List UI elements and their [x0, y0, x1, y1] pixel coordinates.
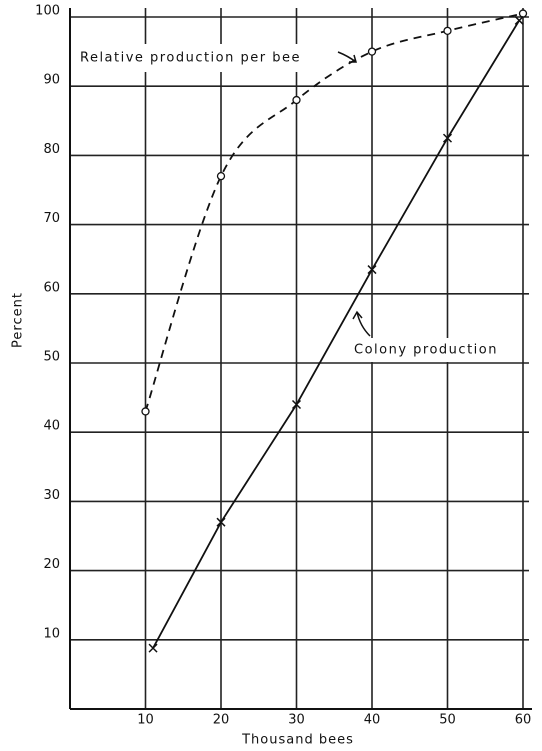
y-tick-label: 20 — [43, 557, 60, 572]
point — [141, 407, 150, 416]
y-tick-label: 10 — [43, 626, 60, 641]
x-tick-label: 50 — [439, 713, 456, 728]
y-tick-label: 90 — [43, 73, 60, 88]
y-tick-label: 30 — [43, 488, 60, 503]
point — [216, 517, 226, 527]
x-tick-label: 60 — [515, 713, 532, 728]
point — [442, 133, 453, 143]
y-tick-label: 100 — [35, 4, 60, 19]
y-tick-label: 60 — [43, 280, 60, 295]
y-tick-label: 40 — [43, 419, 60, 434]
point — [291, 399, 302, 410]
annotation: Relative production per bee — [80, 51, 301, 66]
point — [514, 15, 524, 25]
y-tick-label: 50 — [43, 350, 60, 365]
y-tick-label: 70 — [43, 211, 60, 226]
point — [443, 26, 452, 35]
x-tick-label: 40 — [364, 713, 381, 728]
x-axis-label: Thousand bees — [241, 733, 354, 748]
x-tick-label: 10 — [137, 713, 154, 728]
point — [216, 172, 226, 181]
point — [367, 47, 377, 56]
x-tick-label: 20 — [213, 713, 230, 728]
point — [367, 265, 377, 275]
annotation-bg — [74, 44, 338, 72]
series-line — [152, 19, 520, 649]
point — [148, 643, 158, 653]
point — [292, 95, 301, 105]
x-tick-label: 30 — [288, 713, 305, 728]
annotation-arrow — [352, 310, 371, 337]
y-axis-label: Percent — [11, 292, 26, 348]
annotation-bg — [350, 338, 520, 362]
annotation: Colony production — [354, 343, 498, 358]
point — [518, 9, 528, 18]
y-tick-label: 80 — [43, 142, 60, 157]
